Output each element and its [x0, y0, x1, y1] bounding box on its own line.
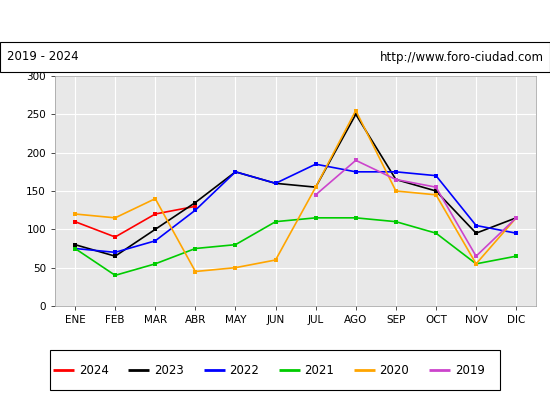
Text: 2023: 2023	[154, 364, 184, 376]
Text: 2020: 2020	[379, 364, 409, 376]
Text: 2024: 2024	[79, 364, 109, 376]
Text: 2022: 2022	[229, 364, 259, 376]
Text: http://www.foro-ciudad.com: http://www.foro-ciudad.com	[379, 50, 543, 64]
Text: 2019: 2019	[455, 364, 485, 376]
Text: 2019 - 2024: 2019 - 2024	[7, 50, 78, 64]
Text: 2021: 2021	[304, 364, 334, 376]
Text: Evolucion Nº Turistas Extranjeros en el municipio de O Corgo: Evolucion Nº Turistas Extranjeros en el …	[23, 14, 527, 28]
